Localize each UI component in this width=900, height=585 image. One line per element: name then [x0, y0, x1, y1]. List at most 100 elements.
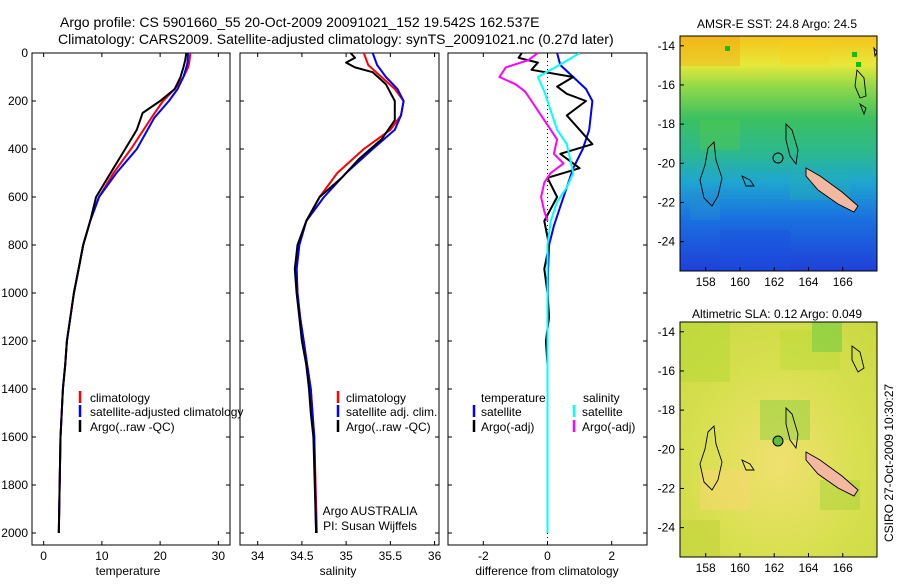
sst-map-marker-b: [852, 52, 857, 57]
series-line-salinity-argo-adj-: [498, 53, 565, 222]
series-line-temperature-argo-adj-: [517, 53, 594, 377]
y-tick-label: 400: [8, 142, 28, 156]
legend-label-temp-satellite: satellite: [481, 405, 522, 419]
temperature-xlabel: temperature: [96, 564, 161, 578]
lat-tick-label: -24: [658, 235, 676, 249]
sla-map-coastlines: [699, 345, 865, 491]
difference-panel: -2 0 2 difference from climatology tempera…: [447, 52, 648, 578]
x-tick-label: 34.5: [290, 549, 314, 563]
x-tick-label: -2: [478, 549, 489, 563]
series-line-satellite-adj-clim-: [295, 53, 405, 534]
salinity-axes-box: [239, 52, 440, 546]
x-tick-label: 2: [608, 549, 615, 563]
lat-tick-label: -16: [658, 78, 676, 92]
lat-tick-label: -20: [658, 156, 676, 170]
sst-map-ticks: 158 160 162 164 166 -14 -16 -18 -20 -22 -24: [658, 39, 853, 289]
y-tick-label: 1800: [1, 478, 28, 492]
salinity-xlabel: salinity: [320, 564, 357, 578]
sla-map-float-marker: [772, 435, 784, 447]
lat-tick-label: -20: [658, 442, 676, 456]
lon-tick-label: 164: [798, 275, 818, 289]
legend-label-argo: Argo(..raw -QC): [90, 420, 175, 434]
x-tick-label: 35: [339, 549, 353, 563]
salinity-legend: climatology satellite adj. clim. Argo(..…: [336, 391, 437, 434]
lat-tick-label: -22: [658, 195, 676, 209]
lon-tick-label: 158: [696, 275, 716, 289]
lat-tick-label: -18: [658, 403, 676, 417]
sst-map-new-caledonia: [805, 167, 859, 213]
temperature-series: [57, 53, 192, 534]
side-timestamp: CSIRO 27-Oct-2009 10:30:27: [882, 384, 896, 542]
difference-series: [498, 53, 594, 533]
sla-map-frame: [679, 321, 878, 558]
legend-label-sal-climatology: climatology: [346, 391, 406, 405]
series-line-argo-raw-qc-: [57, 53, 188, 534]
legend-label-sal-argo-diff: Argo(-adj): [582, 420, 635, 434]
pi-annotation: PI: Susan Wijffels: [323, 519, 417, 533]
temperature-ticks: 0 10 20 30 0 200 400 600 800 1000 1200 1400 1600 1800…: [1, 46, 230, 563]
series-line-salinity-satellite: [536, 53, 581, 533]
legend-label-climatology: climatology: [90, 391, 150, 405]
figure-title-line1: Argo profile: CS 5901660_55 20-Oct-2009 …: [60, 14, 540, 30]
sla-map-texture: [680, 322, 860, 557]
x-tick-label: 0: [40, 549, 47, 563]
series-line-climatology: [57, 53, 192, 534]
series-line-argo-raw-qc-: [293, 53, 396, 534]
lon-tick-label: 166: [833, 275, 853, 289]
legend-label-sal-argo: Argo(..raw -QC): [346, 420, 431, 434]
sst-map-frame: [679, 35, 878, 272]
lon-tick-label: 158: [696, 561, 716, 575]
lon-tick-label: 162: [764, 275, 784, 289]
difference-ticks: -2 0 2: [448, 52, 647, 563]
lon-tick-label: 160: [730, 561, 750, 575]
x-tick-label: 30: [212, 549, 226, 563]
legend-label-satellite-adjusted: satellite-adjusted climatology: [90, 405, 243, 419]
y-tick-label: 600: [8, 190, 28, 204]
legend-label-sal-satellite-diff: satellite: [582, 405, 623, 419]
legend-title-temperature: temperature: [481, 391, 546, 405]
legend-label-sal-satellite: satellite adj. clim.: [346, 405, 437, 419]
sla-map-panel: Altimetric SLA: 0.12 Argo: 0.049 158 160 1…: [658, 307, 878, 575]
sst-map-title: AMSR-E SST: 24.8 Argo: 24.5: [697, 17, 857, 31]
y-tick-label: 0: [21, 46, 28, 60]
legend-title-salinity: salinity: [583, 391, 620, 405]
lat-tick-label: -18: [658, 117, 676, 131]
y-tick-label: 1400: [1, 382, 28, 396]
series-line-climatology: [295, 53, 405, 534]
sst-map-panel: AMSR-E SST: 24.8 Argo: 24.5 158 160 162 164…: [658, 17, 878, 289]
y-tick-label: 1000: [1, 286, 28, 300]
lat-tick-label: -16: [658, 364, 676, 378]
sla-map-title: Altimetric SLA: 0.12 Argo: 0.049: [692, 307, 862, 321]
lat-tick-label: -14: [658, 325, 676, 339]
x-tick-label: 10: [95, 549, 109, 563]
lat-tick-label: -24: [658, 521, 676, 535]
lon-tick-label: 166: [833, 561, 853, 575]
y-tick-label: 800: [8, 238, 28, 252]
x-tick-label: 35.5: [379, 549, 403, 563]
sla-map-new-caledonia: [805, 451, 859, 497]
salinity-series: [293, 53, 405, 534]
y-tick-label: 1600: [1, 430, 28, 444]
x-tick-label: 34: [251, 549, 265, 563]
x-tick-label: 36: [428, 549, 442, 563]
float-program-annotation: Argo AUSTRALIA: [323, 504, 418, 518]
lat-tick-label: -14: [658, 39, 676, 53]
series-line-satellite-adjusted-climatology: [57, 53, 190, 534]
lon-tick-label: 164: [798, 561, 818, 575]
sst-map-marker-c: [856, 62, 861, 67]
difference-xlabel: difference from climatology: [475, 564, 618, 578]
salinity-ticks: 34 34.5 35 35.5 36: [240, 52, 442, 563]
x-tick-label: 20: [153, 549, 167, 563]
legend-label-temp-argo: Argo(-adj): [481, 420, 534, 434]
series-line-temperature-satellite: [546, 53, 594, 533]
lat-tick-label: -22: [658, 481, 676, 495]
temperature-axes-box: [31, 52, 231, 546]
y-tick-label: 200: [8, 94, 28, 108]
y-tick-label: 2000: [1, 526, 28, 540]
lon-tick-label: 160: [730, 275, 750, 289]
sst-map-float-marker: [772, 152, 784, 164]
temperature-legend: climatology satellite-adjusted climatolo…: [78, 391, 243, 434]
lon-tick-label: 162: [764, 561, 784, 575]
sst-map-marker-a: [725, 46, 730, 51]
